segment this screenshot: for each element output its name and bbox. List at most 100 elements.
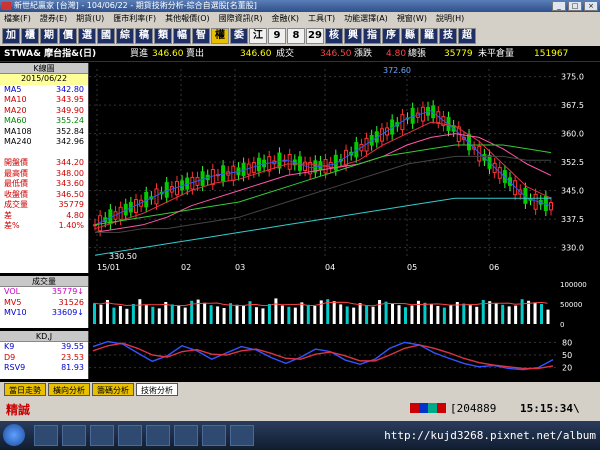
info-row-value: 31526 <box>58 297 84 307</box>
info-row-value: 344.20 <box>56 158 84 167</box>
tab-3[interactable]: 技術分析 <box>136 383 178 396</box>
toolbar-button[interactable]: 興 <box>344 28 362 44</box>
toolbar-button[interactable]: 羅 <box>420 28 438 44</box>
y-tick-label: 20 <box>562 364 572 373</box>
start-button[interactable] <box>3 424 25 446</box>
taskbar-app-icon[interactable] <box>230 425 254 446</box>
info-row-value: 343.95 <box>56 95 84 104</box>
y-tick-label: 50000 <box>560 301 582 309</box>
menu-item[interactable]: 功能選擇(A) <box>344 14 388 23</box>
volume-bar <box>319 300 323 324</box>
taskbar-app-icon[interactable] <box>174 425 198 446</box>
info-row-label: 差 <box>4 210 12 220</box>
maximize-button[interactable]: □ <box>568 1 582 11</box>
tick-count: [204889 <box>450 402 497 415</box>
buy-label: 買進 <box>130 49 149 59</box>
y-tick-label: 100000 <box>560 281 587 289</box>
kline-info-panel: K線圖 2015/06/22 MA5 342.80 MA10 343.95 MA20 34… <box>0 63 88 273</box>
toolbar-button[interactable]: 選 <box>78 28 96 44</box>
toolbar-button[interactable]: 期 <box>40 28 58 44</box>
menu-item[interactable]: 期貨(U) <box>76 14 105 23</box>
toolbar-button[interactable]: 9 <box>268 28 286 44</box>
low-annotation: 330.50 <box>109 252 137 261</box>
info-row: K9 39.55 <box>0 342 88 353</box>
y-tick-label: 367.5 <box>561 101 584 110</box>
toolbar-button[interactable]: 櫃 <box>21 28 39 44</box>
volume-bar <box>352 307 356 324</box>
menu-item[interactable]: 匯市利率(F) <box>113 14 157 23</box>
volume-bar <box>196 299 200 324</box>
menu-item[interactable]: 說明(H) <box>435 14 465 23</box>
app-icon <box>2 2 11 10</box>
toolbar-button[interactable]: 指 <box>363 28 381 44</box>
toolbar-button[interactable]: 權 <box>211 28 229 44</box>
menu-item[interactable]: 視窗(W) <box>396 14 427 23</box>
volume-bar <box>151 306 155 324</box>
menu-item[interactable]: 工具(T) <box>307 14 336 23</box>
toolbar-button[interactable]: 江 <box>249 28 267 44</box>
toolbar-button[interactable]: 序 <box>382 28 400 44</box>
kd-chart[interactable] <box>88 331 559 379</box>
tab-1[interactable]: 橫向分析 <box>48 383 90 396</box>
toolbar-button[interactable]: 幅 <box>173 28 191 44</box>
minimize-button[interactable]: _ <box>552 1 566 11</box>
info-row: MV5 31526 <box>0 298 88 309</box>
x-tick-label: 02 <box>181 263 191 272</box>
menu-item[interactable]: 其他報價(O) <box>165 14 210 23</box>
menu-item[interactable]: 國際資訊(R) <box>218 14 263 23</box>
toolbar-button[interactable]: 委 <box>230 28 248 44</box>
info-row: 最高價 348.00 <box>0 169 88 180</box>
volume-bar <box>358 303 362 324</box>
volume-bar <box>507 306 511 324</box>
volume-bar <box>261 308 265 324</box>
kline-chart[interactable]: 15/01 02 03 04 05 06 372.60 330.50 <box>88 63 559 273</box>
change-value: 4.80 <box>386 49 407 59</box>
info-row: MA108 352.84 <box>0 127 88 138</box>
volume-bar <box>99 304 103 324</box>
toolbar-button[interactable]: 縣 <box>401 28 419 44</box>
analysis-tabs: 當日走勢 橫向分析 籌碼分析 技術分析 <box>0 382 600 397</box>
toolbar-button[interactable]: 價 <box>59 28 77 44</box>
volume-bar <box>242 306 246 324</box>
menu-item[interactable]: 證券(E) <box>39 14 68 23</box>
toolbar-button[interactable]: 類 <box>154 28 172 44</box>
volume-bar <box>313 306 317 324</box>
status-bar: 精誠 [204889 15:15:34\ <box>0 397 600 421</box>
toolbar-button[interactable]: 國 <box>97 28 115 44</box>
toolbar-button[interactable]: 29 <box>306 28 324 44</box>
volume-value: 35779 <box>444 49 473 59</box>
taskbar-app-icon[interactable] <box>34 425 58 446</box>
toolbar-button[interactable]: 稿 <box>135 28 153 44</box>
taskbar-app-icon[interactable] <box>202 425 226 446</box>
taskbar-app-icon[interactable] <box>62 425 86 446</box>
volume-axis: 100000 50000 0 <box>558 276 600 329</box>
tab-0[interactable]: 當日走勢 <box>4 383 46 396</box>
toolbar-button[interactable]: 核 <box>325 28 343 44</box>
ma-line-ma240 <box>94 197 551 256</box>
toolbar-button[interactable]: 智 <box>192 28 210 44</box>
info-row-label: MA5 <box>4 84 22 94</box>
toolbar-button[interactable]: 技 <box>439 28 457 44</box>
ma-line-ma60 <box>94 144 552 226</box>
toolbar-button[interactable]: 綜 <box>116 28 134 44</box>
toolbar-button[interactable]: 8 <box>287 28 305 44</box>
kd-line-d9 <box>92 342 554 370</box>
menu-item[interactable]: 檔案(F) <box>4 14 31 23</box>
volume-bar <box>540 304 544 324</box>
info-row: 成交量 35779 <box>0 200 88 211</box>
trade-label: 成交 <box>276 49 295 59</box>
volume-bar <box>229 303 233 324</box>
signal-blocks <box>410 403 446 413</box>
taskbar-app-icon[interactable] <box>118 425 142 446</box>
toolbar-button[interactable]: 加 <box>2 28 20 44</box>
close-button[interactable]: × <box>584 1 598 11</box>
tab-2[interactable]: 籌碼分析 <box>92 383 134 396</box>
volume-bar <box>391 304 395 324</box>
volume-chart[interactable] <box>88 276 558 328</box>
taskbar-app-icon[interactable] <box>146 425 170 446</box>
taskbar-app-icon[interactable] <box>90 425 114 446</box>
volume-bar <box>306 304 310 324</box>
toolbar-button[interactable]: 超 <box>458 28 476 44</box>
menu-item[interactable]: 金融(K) <box>271 14 299 23</box>
info-row-label: 差% <box>4 221 20 230</box>
